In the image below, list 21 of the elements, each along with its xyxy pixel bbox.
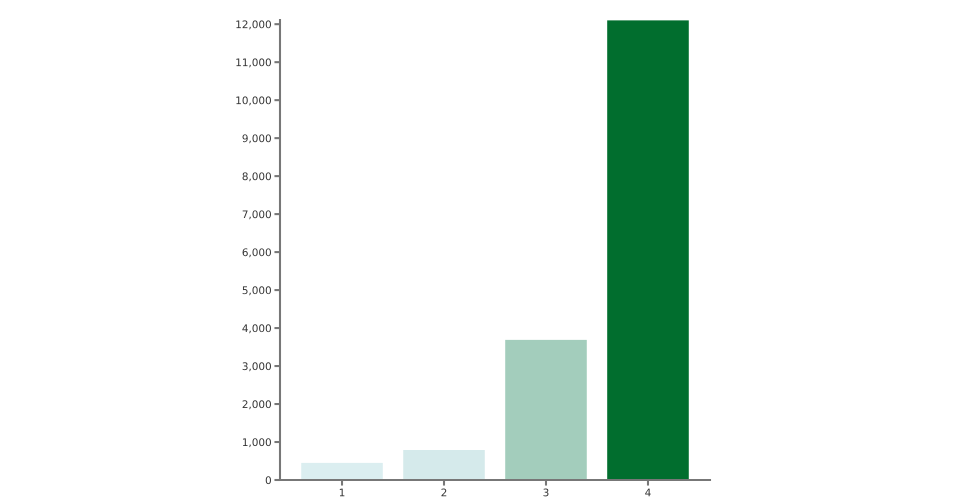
y-tick-label: 3,000 [242,362,271,372]
y-tick-label: 0 [266,476,271,484]
y-tick-label: 11,000 [236,58,271,68]
x-tick-label: 3 [543,488,548,496]
x-tick-label: 4 [645,488,651,496]
y-tick-label: 2,000 [242,400,271,410]
y-tick-label: 8,000 [242,172,271,182]
y-tick-label: 10,000 [236,96,271,106]
bar [607,20,689,480]
x-tick-label: 1 [340,488,344,496]
y-tick-label: 1,000 [242,438,271,448]
y-tick-label: 6,000 [242,248,271,258]
y-tick-label: 12,000 [236,20,271,30]
bar [403,450,485,480]
y-tick-label: 9,000 [242,134,271,144]
y-tick-label: 4,000 [242,324,271,334]
y-tick-label: 7,000 [242,210,271,220]
y-tick-label: 5,000 [242,286,271,296]
bar [301,462,383,480]
x-tick-label: 2 [441,488,446,496]
bar [505,340,587,480]
